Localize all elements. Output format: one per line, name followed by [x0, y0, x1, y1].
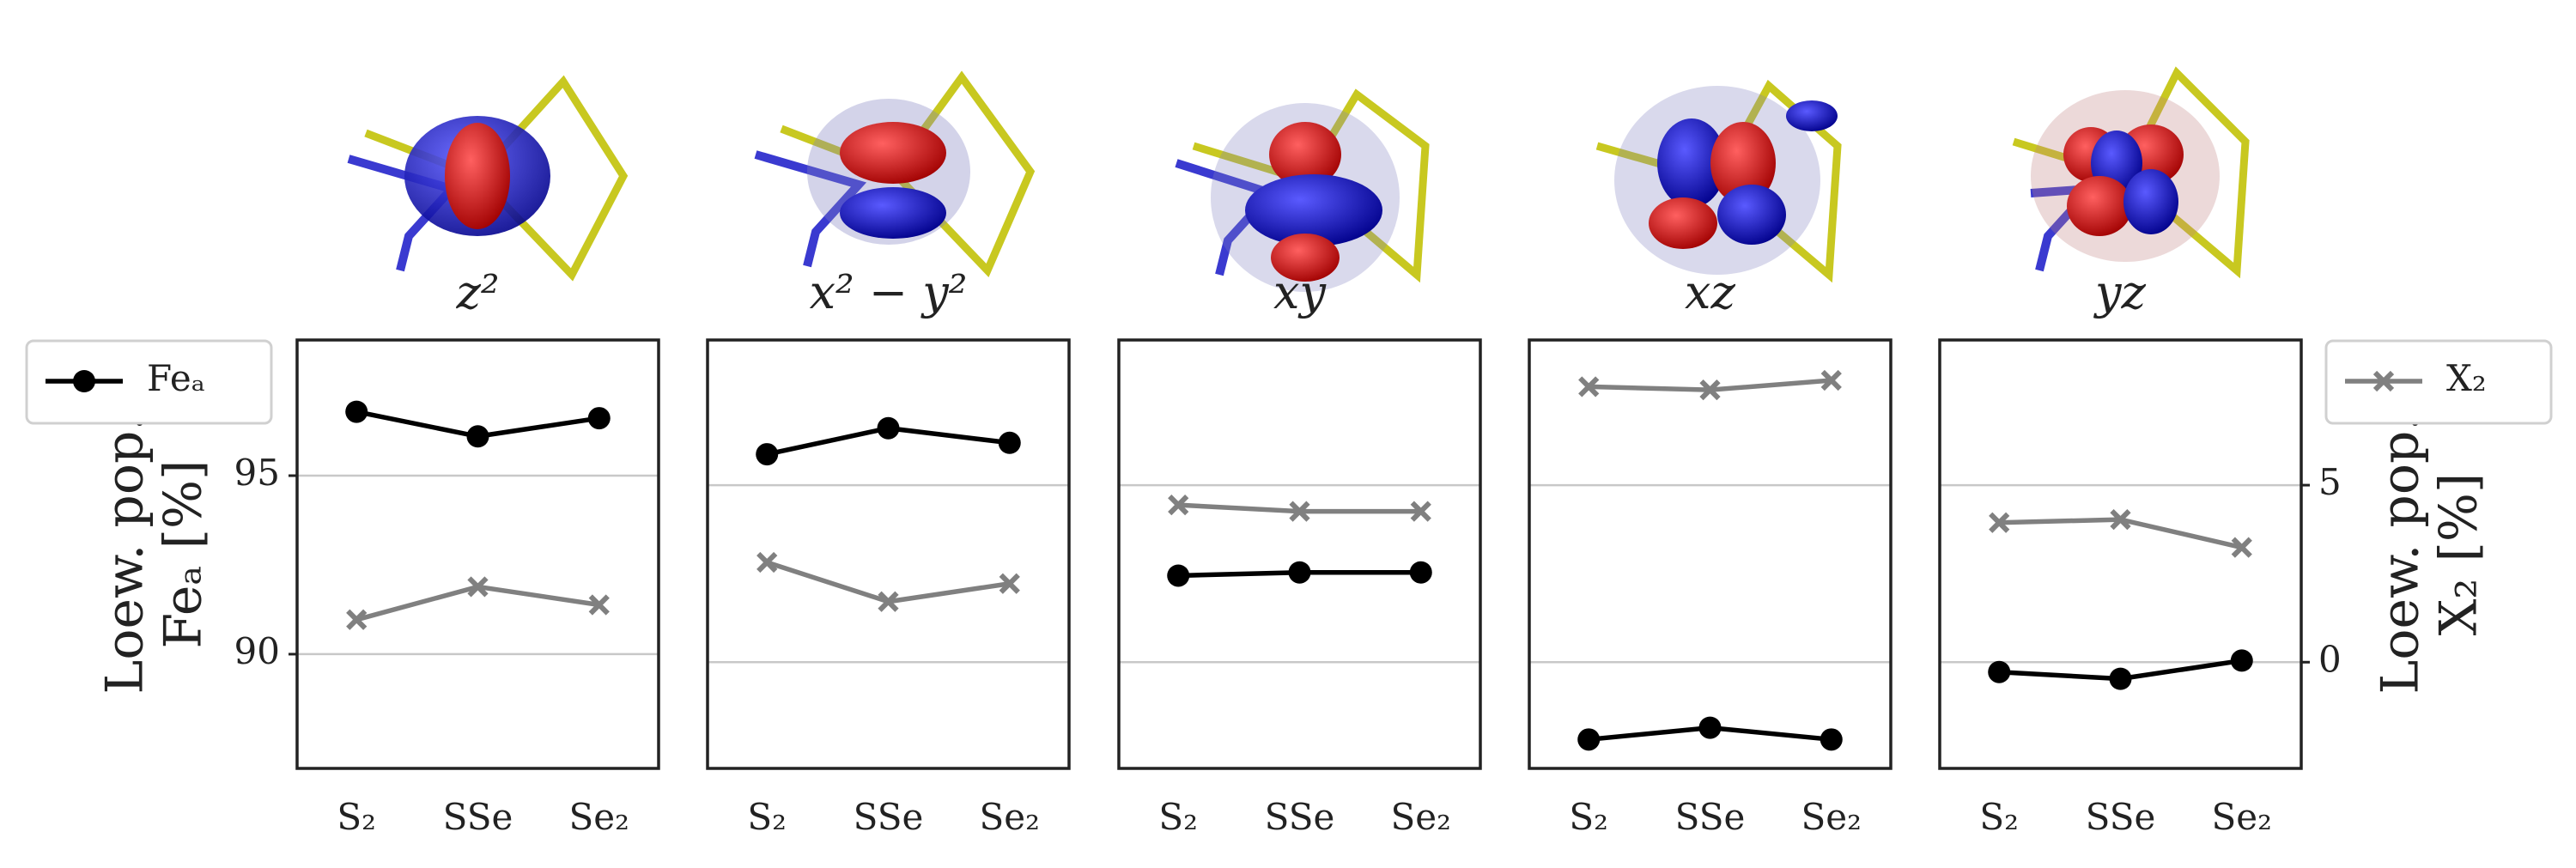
legend-label: X₂: [2446, 357, 2487, 399]
data-point: [2230, 649, 2253, 672]
x-tick-label: Se₂: [1801, 796, 1862, 838]
y-tick-label: 95: [234, 452, 280, 494]
panel-frame: [1528, 338, 1893, 770]
orbital-image: [1595, 79, 1842, 283]
data-point: [1167, 564, 1190, 587]
x-tick-label: S₂: [1569, 796, 1608, 838]
data-point: [2110, 508, 2131, 531]
panel-title: x² − y²: [810, 265, 968, 319]
plot-area: z² S₂ SSe Se₂ x² − y² S₂ SSe Se₂ xy S₂ SSe Se₂ xz S₂ S…: [25, 265, 2553, 838]
data-point: [587, 407, 611, 430]
data-point: [1989, 512, 2010, 533]
data-point: [1988, 660, 2011, 683]
orbital-image: [347, 75, 629, 282]
data-point: [2109, 667, 2132, 690]
data-point: [1409, 561, 1432, 584]
x-tick-label: S₂: [747, 796, 787, 838]
data-point: [345, 400, 368, 423]
data-point: [346, 609, 368, 630]
data-point: [1410, 501, 1431, 522]
panel-frame: [295, 338, 660, 770]
panel-title: yz: [2093, 265, 2147, 319]
data-line: [766, 560, 1011, 604]
x-tick-label: S₂: [1158, 796, 1198, 838]
data-point: [1578, 376, 1600, 398]
data-point: [1288, 561, 1311, 584]
panel-frame: [1938, 338, 2303, 770]
data-point: [756, 551, 778, 574]
legend-box: [2324, 339, 2553, 425]
panel-frame: [706, 338, 1071, 770]
x-tick-label: Se₂: [1391, 796, 1451, 838]
data-point: [1699, 379, 1721, 401]
data-point: [1820, 369, 1842, 392]
x-tick-label: Se₂: [569, 796, 629, 838]
legend-marker: [2372, 370, 2395, 392]
data-point: [756, 443, 779, 466]
x-tick-label: Se₂: [2212, 796, 2272, 838]
data-point: [588, 594, 610, 616]
y-axis-label: Feₐ [%]: [154, 460, 214, 649]
data-point: [878, 591, 899, 612]
legend-box: [25, 339, 273, 425]
panel-frame: [1117, 338, 1482, 770]
x-tick-label: Se₂: [980, 796, 1040, 838]
data-point: [998, 431, 1021, 454]
data-point: [877, 416, 900, 440]
panel-title: z²: [455, 265, 499, 319]
y2-tick-label: 5: [2318, 461, 2342, 503]
x-tick-label: SSe: [2086, 796, 2156, 838]
data-point: [1289, 501, 1310, 522]
data-point: [1698, 716, 1722, 739]
y-axis-label: Loew. pop.: [95, 415, 155, 695]
x-tick-label: SSe: [1675, 796, 1746, 838]
data-point: [999, 573, 1020, 594]
data-point: [1820, 728, 1843, 751]
legend-label: Feₐ: [147, 357, 205, 399]
x-tick-label: SSe: [1265, 796, 1335, 838]
orbital-image: [754, 70, 1036, 278]
data-point: [1577, 728, 1601, 751]
data-line: [1999, 517, 2243, 550]
data-point: [1168, 495, 1189, 516]
x-tick-label: SSe: [443, 796, 513, 838]
data-line: [355, 584, 600, 622]
x-tick-label: S₂: [337, 796, 376, 838]
orbital-image: [1175, 88, 1430, 292]
orbital-image: [2012, 66, 2250, 279]
data-point: [2231, 537, 2252, 558]
panel-title: xy: [1273, 265, 1327, 319]
data-point: [466, 425, 489, 448]
legend-marker: [73, 370, 95, 392]
panel-title: xz: [1685, 265, 1735, 319]
y2-tick-label: 0: [2318, 638, 2342, 680]
data-point: [467, 576, 489, 598]
y-tick-label: 90: [234, 630, 280, 672]
x-tick-label: S₂: [1979, 796, 2019, 838]
y2-axis-label: X₂ [%]: [2429, 473, 2489, 636]
x-tick-label: SSe: [854, 796, 924, 838]
y2-axis-label: Loew. pop.: [2371, 415, 2431, 695]
